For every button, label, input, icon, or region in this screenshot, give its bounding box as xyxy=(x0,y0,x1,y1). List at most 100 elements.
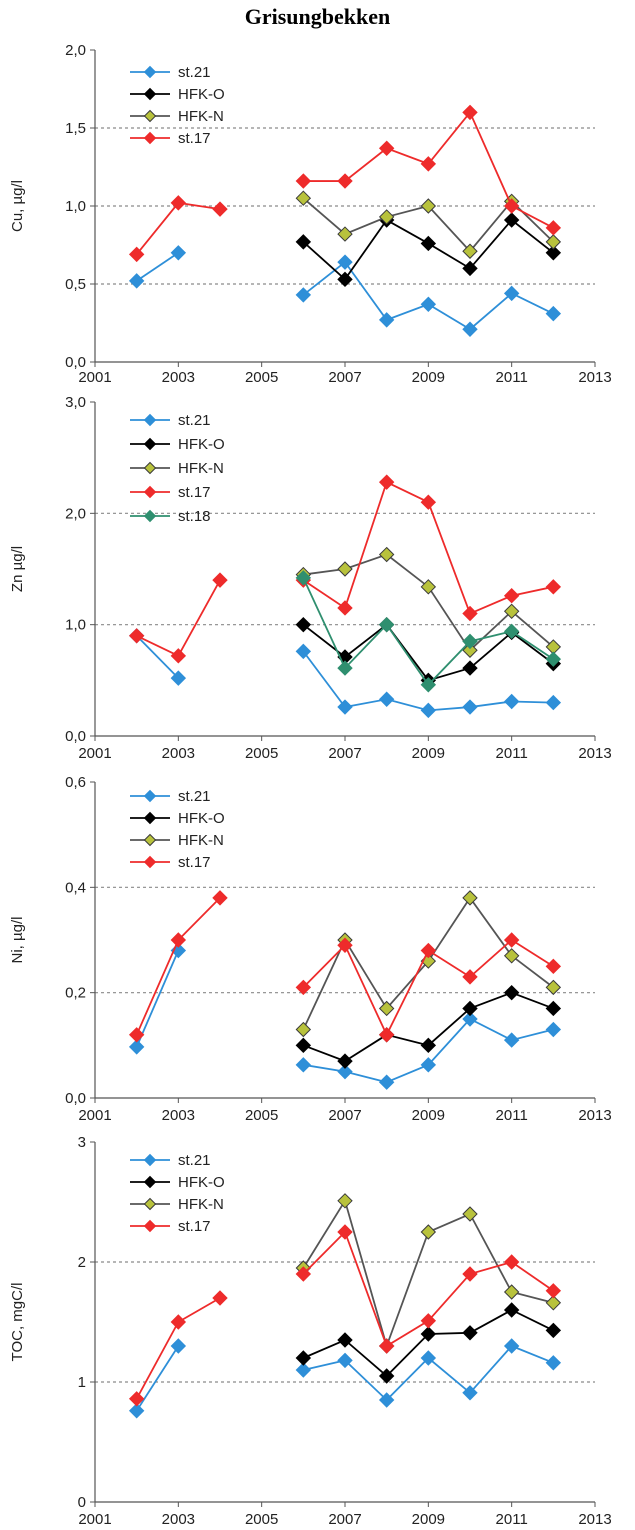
x-tick-label: 2003 xyxy=(162,745,195,762)
data-point-hfk-n xyxy=(462,890,478,906)
data-point-st-21 xyxy=(170,670,187,686)
x-tick-label: 2007 xyxy=(328,745,361,762)
data-point-st-17 xyxy=(462,1266,478,1282)
data-point-st-18 xyxy=(337,660,353,676)
y-axis-title: Zn µg/l xyxy=(9,546,26,592)
data-point-st-21 xyxy=(128,1039,145,1055)
data-point-st-21 xyxy=(295,1362,312,1378)
data-point-hfk-n xyxy=(503,603,520,620)
data-point-hfk-o xyxy=(462,260,478,277)
series-st-17 xyxy=(128,104,562,263)
chart-toc: 0 1 2 3 2001 2003 2005 2007 2009 2011 2013 TOC, mgC… xyxy=(9,1134,612,1528)
data-point-hfk-n xyxy=(378,209,395,225)
data-point-st-21 xyxy=(420,296,437,312)
data-point-st-17 xyxy=(128,628,145,644)
series-hfk-o xyxy=(295,212,562,288)
y-tick-label: 1,0 xyxy=(65,617,86,634)
data-point-st-17 xyxy=(170,195,187,211)
x-tick-label: 2005 xyxy=(245,1511,278,1528)
legend-marker-hfk-o xyxy=(143,87,157,101)
x-tick-label: 2007 xyxy=(328,369,361,386)
x-tick-label: 2003 xyxy=(162,369,195,386)
x-tick-label: 2005 xyxy=(245,369,278,386)
series-line-st-21 xyxy=(136,252,179,282)
y-tick-label: 0,4 xyxy=(65,879,86,896)
x-tick-label: 2005 xyxy=(245,1107,278,1124)
data-point-hfk-n xyxy=(462,1206,478,1222)
data-point-st-17 xyxy=(378,1338,395,1354)
series-hfk-o xyxy=(295,1302,562,1384)
data-point-st-21 xyxy=(462,1385,478,1401)
data-point-hfk-o xyxy=(545,1322,562,1339)
legend-marker-st-18 xyxy=(143,509,157,523)
legend-marker-st-17 xyxy=(143,131,157,145)
figure-title: Grisungbekken xyxy=(244,4,391,29)
x-tick-label: 2003 xyxy=(162,1107,195,1124)
data-point-st-17 xyxy=(212,201,228,217)
data-point-st-17 xyxy=(295,173,312,189)
data-point-hfk-n xyxy=(545,1295,562,1311)
legend-label-st-17: st.17 xyxy=(178,484,211,501)
legend-marker-st-17 xyxy=(143,855,157,869)
legend-label-hfk-n: HFK-N xyxy=(178,1196,224,1213)
data-point-st-17 xyxy=(295,979,312,996)
y-tick-label: 1 xyxy=(78,1374,86,1391)
y-tick-label: 0 xyxy=(78,1494,86,1511)
data-point-hfk-n xyxy=(295,1021,312,1038)
data-point-st-21 xyxy=(337,1352,353,1369)
chart-cu: 0,0 0,5 1,0 1,5 2,0 2001 2003 2005 2007 2009 2011 2… xyxy=(9,42,612,386)
data-point-st-17 xyxy=(503,932,520,948)
data-point-st-21 xyxy=(503,693,520,710)
data-point-st-17 xyxy=(420,494,437,510)
data-point-st-21 xyxy=(337,1063,353,1080)
data-point-hfk-o xyxy=(462,1000,478,1017)
data-point-st-17 xyxy=(378,140,395,156)
chart-panel-toc: 0 1 2 3 2001 2003 2005 2007 2009 2011 2013 TOC, mgC… xyxy=(0,1126,635,1530)
y-tick-label: 1,0 xyxy=(65,198,86,215)
data-point-st-17 xyxy=(212,890,228,906)
x-tick-label: 2007 xyxy=(328,1107,361,1124)
data-point-st-21 xyxy=(462,1011,478,1027)
data-point-st-21 xyxy=(128,273,145,289)
data-point-hfk-n xyxy=(337,226,353,242)
data-point-st-21 xyxy=(295,1057,312,1073)
data-point-hfk-n xyxy=(420,198,437,214)
legend-label-st-21: st.21 xyxy=(178,788,211,805)
y-tick-label: 0,0 xyxy=(65,1090,86,1107)
data-point-hfk-o xyxy=(295,234,312,250)
data-point-hfk-n xyxy=(503,948,520,964)
data-point-hfk-n xyxy=(503,1284,520,1300)
legend-label-hfk-n: HFK-N xyxy=(178,460,224,477)
legend-marker-st-21 xyxy=(143,789,157,803)
data-point-hfk-n xyxy=(462,243,478,259)
data-point-hfk-o xyxy=(337,1332,353,1348)
data-point-st-17 xyxy=(170,1314,187,1330)
x-tick-label: 2009 xyxy=(412,745,445,762)
data-point-hfk-o xyxy=(503,984,520,1001)
y-axis-title: Cu, µg/l xyxy=(9,180,26,232)
data-point-st-17 xyxy=(462,104,478,121)
data-point-st-21 xyxy=(462,321,478,337)
legend-marker-hfk-n xyxy=(143,109,157,123)
data-point-st-21 xyxy=(295,287,312,303)
y-tick-label: 2,0 xyxy=(65,42,86,59)
y-tick-label: 2,0 xyxy=(65,505,86,522)
data-point-st-21 xyxy=(545,694,562,711)
data-point-st-18 xyxy=(295,570,312,586)
data-point-st-18 xyxy=(420,677,437,693)
x-tick-label: 2009 xyxy=(412,1511,445,1528)
data-point-st-21 xyxy=(503,1338,520,1354)
legend-label-hfk-o: HFK-O xyxy=(178,810,225,827)
data-point-st-18 xyxy=(545,651,562,667)
data-point-st-17 xyxy=(503,198,520,214)
series-hfk-n xyxy=(295,890,562,1038)
data-point-st-21 xyxy=(337,699,353,715)
legend-label-st-17: st.17 xyxy=(178,854,211,871)
data-point-st-21 xyxy=(378,1392,395,1408)
data-point-st-21 xyxy=(545,1355,562,1371)
data-point-st-21 xyxy=(378,1074,395,1090)
chart-panel-cu: 0,0 0,5 1,0 1,5 2,0 2001 2003 2005 2007 2009 2011 2… xyxy=(0,36,635,386)
chart-zn: 0,0 1,0 2,0 3,0 2001 2003 2005 2007 2009 2011 2013… xyxy=(9,394,612,762)
legend-label-hfk-o: HFK-O xyxy=(178,1174,225,1191)
chart-panel-zn: 0,0 1,0 2,0 3,0 2001 2003 2005 2007 2009 2011 2013… xyxy=(0,386,635,766)
